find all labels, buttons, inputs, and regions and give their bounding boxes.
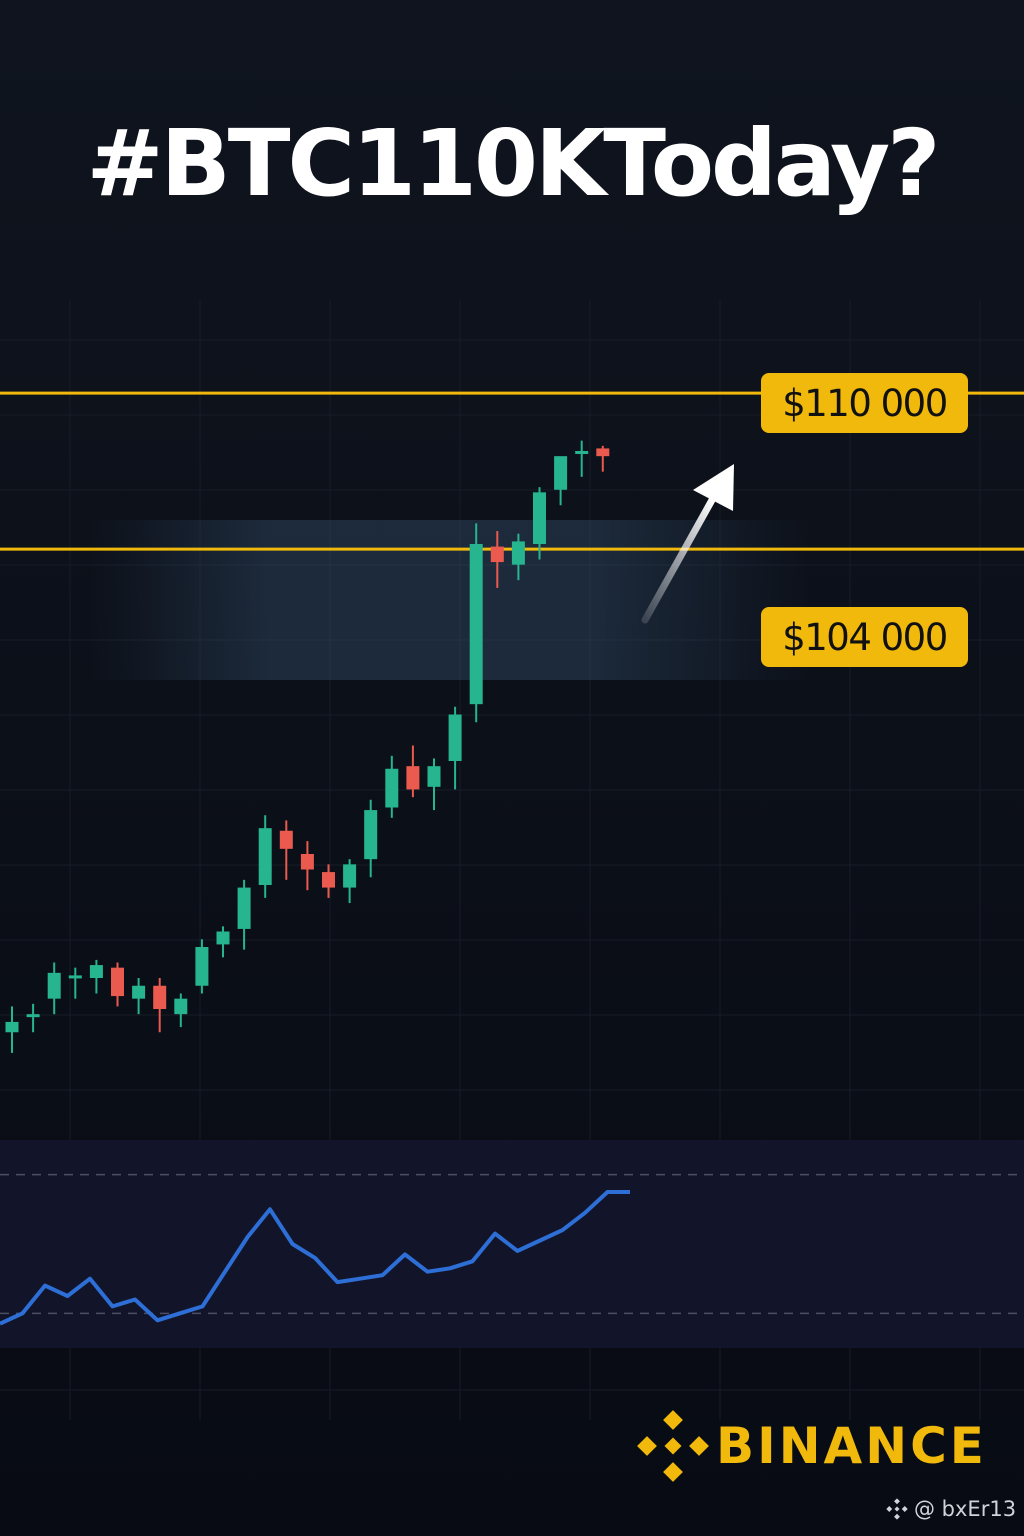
author-handle: @ bxEr13 [886, 1496, 1016, 1522]
indicator [0, 1173, 1024, 1326]
candle [132, 978, 146, 1015]
candle-body [47, 972, 61, 999]
candle-body [554, 456, 568, 490]
candle [89, 959, 103, 994]
candle [427, 758, 441, 811]
candle [406, 745, 420, 798]
candle-body [490, 546, 504, 563]
candle [575, 440, 589, 477]
candle-body [575, 451, 589, 454]
candle-body [322, 872, 335, 888]
candle [111, 962, 124, 1007]
candle [237, 879, 251, 950]
candle-body [427, 766, 441, 787]
candle-body [448, 714, 462, 761]
candle-body [596, 448, 610, 457]
candle-body [258, 828, 272, 885]
candle [511, 533, 525, 581]
handle-text: @ bxEr13 [914, 1497, 1017, 1521]
candle-body [216, 931, 230, 945]
candle [300, 841, 314, 891]
candle [469, 523, 483, 723]
support-label: $104 000 [761, 607, 968, 667]
candle [596, 445, 610, 472]
candle [174, 993, 188, 1028]
candle [385, 755, 399, 818]
candles [5, 440, 610, 1053]
candle [448, 706, 462, 790]
candle-body [68, 975, 82, 979]
candle [279, 820, 293, 880]
candle [554, 456, 568, 506]
candle-body [364, 810, 378, 860]
candle-body [89, 965, 103, 978]
candle [68, 967, 82, 999]
candle-body [406, 766, 420, 790]
brand: BINANCE [636, 1408, 987, 1484]
brand-name: BINANCE [716, 1417, 987, 1475]
candle-body [533, 492, 546, 544]
candle-body [300, 854, 314, 870]
candle-body [111, 967, 124, 997]
candle [5, 1006, 19, 1053]
candle-body [26, 1014, 40, 1018]
candle [195, 939, 209, 994]
candle [26, 1003, 40, 1033]
candle-body [237, 887, 251, 929]
candle-body [343, 864, 357, 888]
candle [533, 487, 546, 560]
up-arrow-icon [641, 464, 734, 624]
headline: #BTC110KToday? [86, 110, 940, 217]
binance-diamond-icon [886, 1498, 908, 1520]
candle-body [132, 985, 146, 999]
indicator-line [0, 1190, 630, 1326]
candle [364, 799, 378, 878]
candle [47, 962, 61, 1015]
candle-body [195, 947, 209, 986]
candle-body [174, 998, 188, 1015]
candle [216, 926, 230, 958]
candle-body [5, 1021, 19, 1033]
highlight-band [90, 520, 810, 680]
binance-diamond-icon [637, 1410, 709, 1482]
candle [490, 531, 504, 588]
candle [258, 815, 272, 898]
candle [153, 978, 167, 1033]
candle-body [469, 544, 483, 705]
candle-body [279, 830, 293, 849]
candle-body [511, 541, 525, 565]
candle-body [385, 768, 399, 808]
resistance-label: $110 000 [761, 373, 968, 433]
candle [322, 864, 335, 898]
candle [343, 859, 357, 904]
candle-body [153, 985, 167, 1009]
